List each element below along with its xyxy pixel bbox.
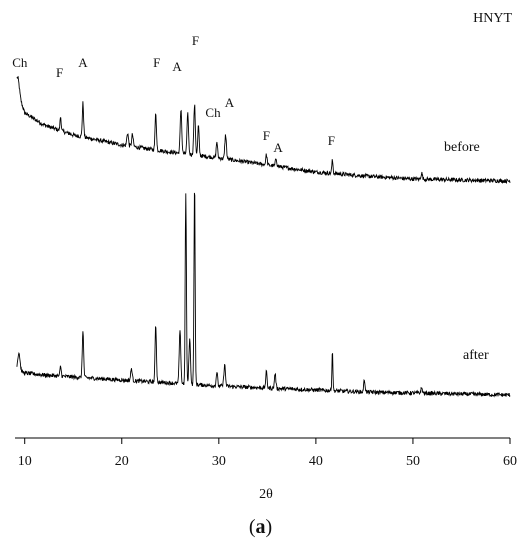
x-tick-label: 50 xyxy=(406,454,420,469)
peak-label: A xyxy=(172,59,182,74)
x-tick-label: 40 xyxy=(309,454,323,469)
caption-open-paren: ( xyxy=(248,516,256,538)
x-tick-label: 20 xyxy=(115,454,129,469)
peak-label: A xyxy=(225,95,235,110)
peak-label: F xyxy=(56,65,63,80)
x-tick-label: 30 xyxy=(212,454,226,469)
x-tick-label: 60 xyxy=(503,454,517,469)
series-layer xyxy=(16,75,511,398)
caption-close-paren: ) xyxy=(265,516,273,538)
peak-label: A xyxy=(273,140,283,155)
peak-label: Ch xyxy=(205,105,221,120)
x-tick-label: 10 xyxy=(18,454,32,469)
peak-label: A xyxy=(78,55,88,70)
peak-label: F xyxy=(192,33,199,48)
caption-letter: a xyxy=(255,516,266,538)
series-label-after: after xyxy=(463,348,489,363)
chart-title: HNYT xyxy=(473,11,512,26)
series-label-before: before xyxy=(444,140,480,155)
series-line-after xyxy=(16,192,511,398)
peak-label: Ch xyxy=(12,55,28,70)
peak-label: F xyxy=(263,128,270,143)
x-tick-layer: 10 20 30 40 50 60 xyxy=(18,438,517,469)
figure-caption: (a) xyxy=(0,516,521,539)
series-line-before xyxy=(16,75,511,185)
x-axis-title: 2θ xyxy=(259,487,273,502)
peak-label: F xyxy=(153,55,160,70)
peak-label: F xyxy=(328,133,335,148)
